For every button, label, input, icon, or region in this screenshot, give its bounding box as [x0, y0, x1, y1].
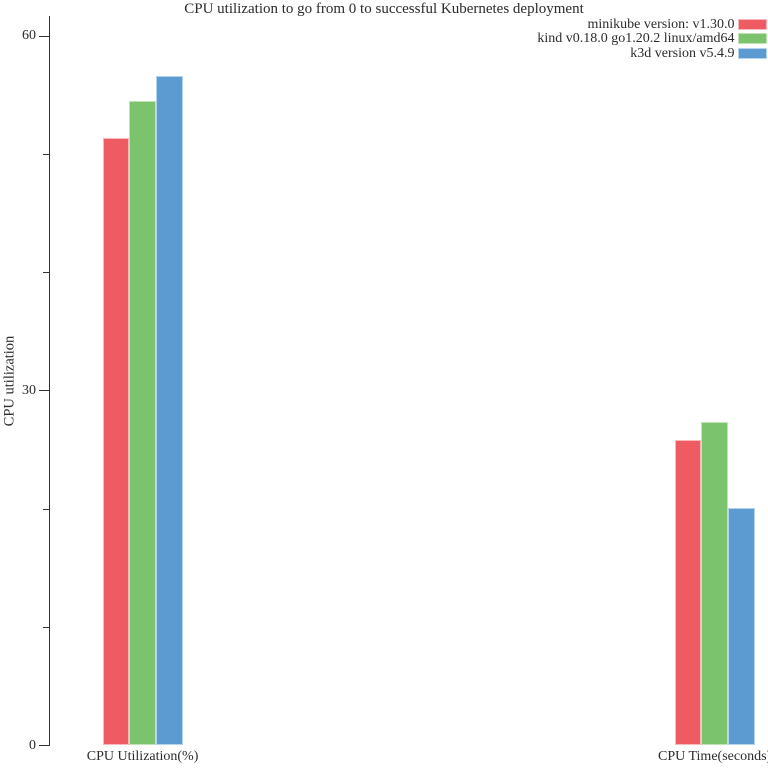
- legend-swatch-minikube: [737, 18, 767, 30]
- legend-label-minikube: minikube version: v1.30.0: [587, 16, 735, 32]
- bar-k3d-group0: [155, 76, 183, 746]
- y-axis-line: [48, 16, 50, 746]
- legend-label-kind: kind v0.18.0 go1.20.2 linux/amd64: [537, 31, 735, 46]
- y-major-tick: [39, 390, 49, 392]
- category-label-cpu-utilization: CPU Utilization(%): [86, 749, 199, 764]
- bar-kind-group0: [129, 101, 156, 746]
- bar-k3d-group1: [727, 507, 755, 746]
- legend-swatch-k3d: [737, 47, 767, 59]
- bar-minikube-group0: [102, 137, 130, 746]
- y-tick-label: 60: [22, 28, 36, 44]
- legend-label-k3d: k3d version v5.4.9: [630, 45, 735, 61]
- y-minor-tick: [43, 153, 49, 155]
- legend-swatch-kind: [737, 33, 767, 44]
- y-tick-label: 0: [29, 737, 36, 753]
- chart-title: CPU utilization to go from 0 to successf…: [184, 1, 584, 17]
- y-major-tick: [39, 745, 49, 746]
- legend-item-k3d: k3d version v5.4.9: [537, 45, 767, 61]
- y-tick-label: 30: [22, 382, 36, 398]
- legend-item-kind: kind v0.18.0 go1.20.2 linux/amd64: [537, 31, 767, 46]
- bar-minikube-group1: [674, 440, 702, 746]
- legend: minikube version: v1.30.0 kind v0.18.0 g…: [537, 16, 767, 63]
- y-axis-label: CPU utilization: [1, 335, 18, 427]
- y-major-tick: [39, 35, 49, 37]
- y-minor-tick: [43, 626, 49, 628]
- category-label-cpu-time: CPU Time(seconds): [658, 749, 768, 764]
- legend-item-minikube: minikube version: v1.30.0: [537, 16, 767, 32]
- bar-kind-group1: [701, 421, 728, 746]
- y-minor-tick: [43, 272, 49, 274]
- y-minor-tick: [43, 508, 49, 510]
